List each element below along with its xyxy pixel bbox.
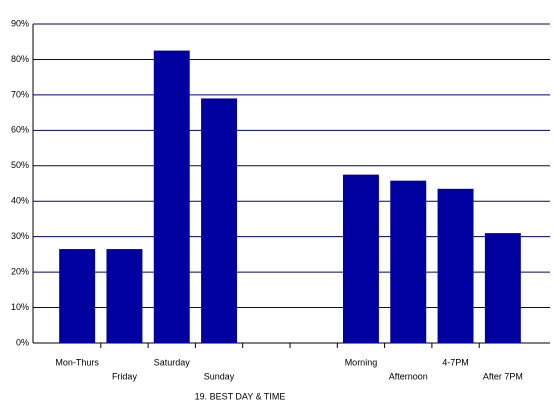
x-tick-label: Afternoon	[389, 371, 428, 381]
x-tick-label: 4-7PM	[442, 357, 469, 367]
y-tick-label: 10%	[11, 302, 29, 312]
bar	[437, 188, 474, 343]
y-tick-label: 70%	[11, 89, 29, 99]
y-tick-label: 20%	[11, 266, 29, 276]
bar	[342, 174, 379, 343]
y-tick-label: 0%	[16, 337, 29, 347]
y-tick-label: 40%	[11, 196, 29, 206]
y-tick-label: 90%	[11, 18, 29, 28]
bar	[153, 50, 190, 343]
x-tick-label: Sunday	[204, 371, 235, 381]
y-tick-label: 60%	[11, 125, 29, 135]
y-tick-label: 50%	[11, 160, 29, 170]
x-tick-label: Friday	[112, 371, 138, 381]
bar	[201, 98, 238, 343]
bar	[106, 249, 143, 343]
y-tick-label: 80%	[11, 54, 29, 64]
bar	[484, 233, 521, 343]
bar	[390, 180, 427, 343]
x-tick-label: Morning	[345, 357, 378, 367]
chart-title: 19. BEST DAY & TIME	[195, 391, 286, 401]
x-tick-label: After 7PM	[483, 371, 523, 381]
bar	[59, 249, 96, 343]
y-tick-label: 30%	[11, 231, 29, 241]
x-tick-label: Mon-Thurs	[55, 357, 99, 367]
x-tick-label: Saturday	[154, 357, 191, 367]
